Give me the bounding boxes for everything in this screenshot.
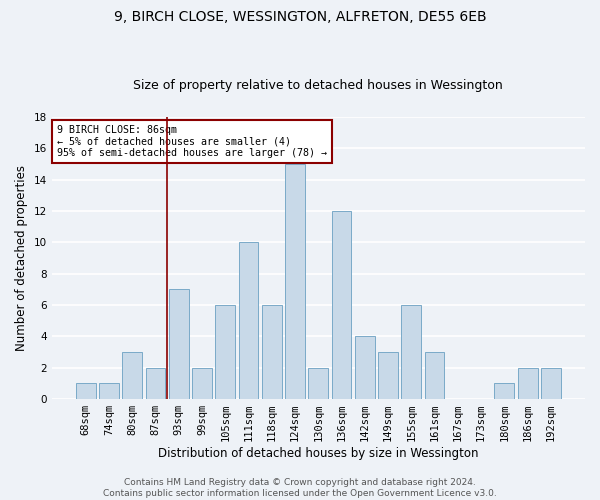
Title: Size of property relative to detached houses in Wessington: Size of property relative to detached ho… — [133, 79, 503, 92]
Bar — [192, 368, 212, 399]
Bar — [76, 384, 95, 399]
Bar — [239, 242, 259, 399]
Bar — [332, 211, 352, 399]
Text: Contains HM Land Registry data © Crown copyright and database right 2024.
Contai: Contains HM Land Registry data © Crown c… — [103, 478, 497, 498]
Bar — [262, 305, 282, 399]
Bar — [425, 352, 445, 399]
Text: 9, BIRCH CLOSE, WESSINGTON, ALFRETON, DE55 6EB: 9, BIRCH CLOSE, WESSINGTON, ALFRETON, DE… — [113, 10, 487, 24]
Y-axis label: Number of detached properties: Number of detached properties — [15, 165, 28, 351]
Bar — [308, 368, 328, 399]
Bar — [518, 368, 538, 399]
Bar — [378, 352, 398, 399]
Bar — [215, 305, 235, 399]
Bar — [146, 368, 166, 399]
Bar — [541, 368, 561, 399]
Bar — [285, 164, 305, 399]
Bar — [169, 290, 188, 399]
Bar — [99, 384, 119, 399]
Bar — [122, 352, 142, 399]
Bar — [494, 384, 514, 399]
X-axis label: Distribution of detached houses by size in Wessington: Distribution of detached houses by size … — [158, 447, 479, 460]
Bar — [355, 336, 375, 399]
Text: 9 BIRCH CLOSE: 86sqm
← 5% of detached houses are smaller (4)
95% of semi-detache: 9 BIRCH CLOSE: 86sqm ← 5% of detached ho… — [57, 125, 327, 158]
Bar — [401, 305, 421, 399]
